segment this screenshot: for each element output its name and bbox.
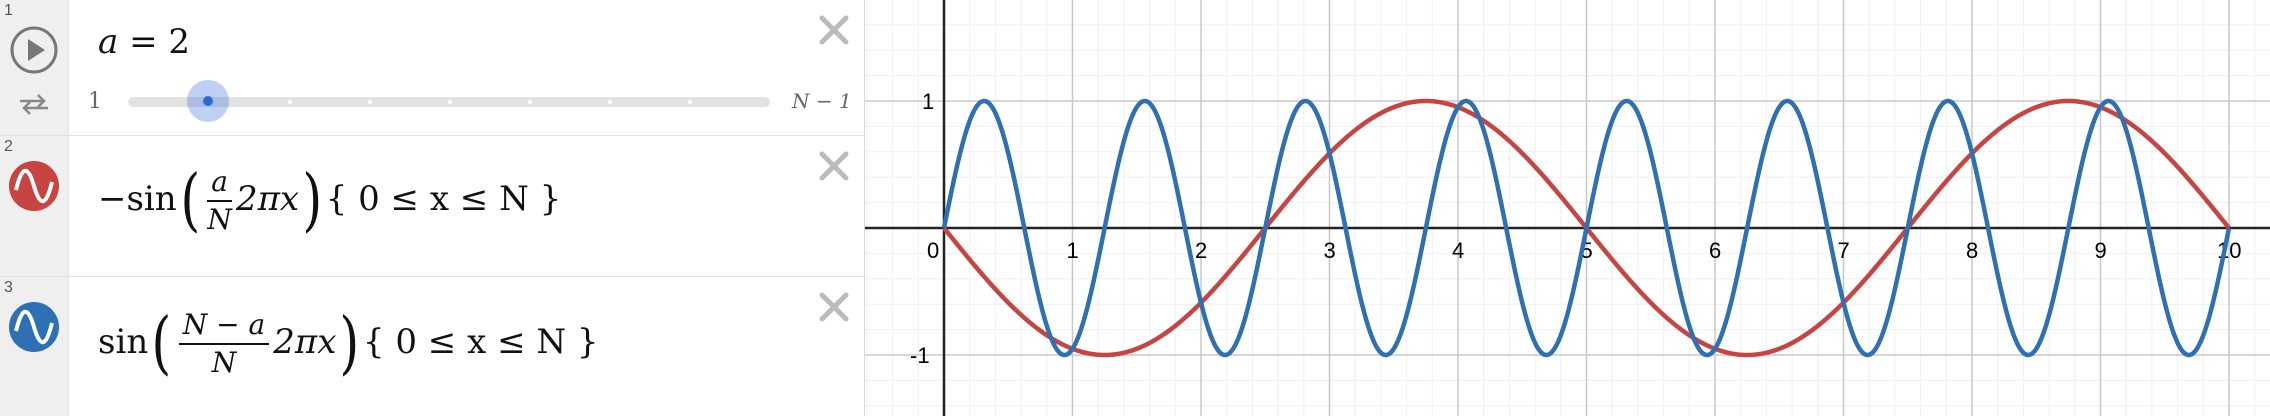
domain-restriction: { 0 ≤ x ≤ N } xyxy=(325,179,562,219)
row-number: 2 xyxy=(4,138,13,155)
x-tick-label: 8 xyxy=(1966,238,1978,263)
row-number: 1 xyxy=(4,2,13,19)
x-tick-label: 1 xyxy=(1067,238,1079,263)
row-gutter: 3 xyxy=(0,277,69,416)
slider-step-dot xyxy=(688,100,692,104)
slider-min-label: 1 xyxy=(88,89,102,114)
series-line-blue xyxy=(941,98,2232,358)
delete-expression-icon[interactable] xyxy=(816,289,852,325)
expression-row-slider[interactable]: 1 a = 2 1 N − 1 xyxy=(0,0,864,136)
delete-expression-icon[interactable] xyxy=(816,148,852,184)
variable-name: a xyxy=(98,22,119,62)
slider-step-dot xyxy=(448,100,452,104)
y-tick-label: -1 xyxy=(910,343,930,368)
slider-step-dot xyxy=(288,100,292,104)
x-tick-label: 2 xyxy=(1195,238,1207,263)
loop-icon[interactable] xyxy=(17,92,51,116)
fraction-denominator: N xyxy=(211,346,237,379)
sine-wave-icon[interactable] xyxy=(8,301,60,353)
expression-row-red[interactable]: 2 −sin(a N 2πx){ 0 ≤ x ≤ N } xyxy=(0,136,864,277)
red-function-expression[interactable]: −sin(a N 2πx){ 0 ≤ x ≤ N } xyxy=(98,161,562,240)
y-tick-label: 1 xyxy=(922,89,934,114)
slider-max-label: N − 1 xyxy=(792,89,852,113)
x-tick-label: 9 xyxy=(2095,238,2107,263)
domain-restriction: { 0 ≤ x ≤ N } xyxy=(362,322,599,362)
x-tick-label: 6 xyxy=(1709,238,1721,263)
row-number: 3 xyxy=(4,279,13,296)
fraction-denominator: N xyxy=(207,203,232,236)
slider-step-dot xyxy=(608,100,612,104)
fraction-numerator: N − a xyxy=(178,307,270,345)
equals-sign: = xyxy=(118,22,169,62)
play-icon[interactable] xyxy=(9,25,59,75)
slider-step-dot xyxy=(528,100,532,104)
delete-expression-icon[interactable] xyxy=(816,12,852,48)
x-tick-label: 3 xyxy=(1324,238,1336,263)
expression-prefix: sin xyxy=(98,322,149,362)
expression-factor: 2πx xyxy=(273,322,337,362)
expression-factor: 2πx xyxy=(235,179,300,219)
expression-list: 1 a = 2 1 N − 1 xyxy=(0,0,865,416)
graph-canvas[interactable]: 0 1 2 3 4 5 6 7 8 9 101-1 xyxy=(865,0,2270,416)
slider-track[interactable] xyxy=(128,97,770,107)
expression-prefix: −sin xyxy=(98,179,177,219)
sine-wave-icon[interactable] xyxy=(8,160,60,212)
x-tick-label: 4 xyxy=(1452,238,1464,263)
row-gutter: 1 xyxy=(0,0,69,135)
fraction-numerator: a xyxy=(207,164,232,202)
slider-handle[interactable] xyxy=(187,80,230,122)
row-gutter: 2 xyxy=(0,136,69,276)
expression-row-blue[interactable]: 3 sin(N − a N 2πx){ 0 ≤ x ≤ N } xyxy=(0,277,864,416)
x-tick-label: 7 xyxy=(1838,238,1850,263)
slider-step-dot xyxy=(368,100,372,104)
blue-function-expression[interactable]: sin(N − a N 2πx){ 0 ≤ x ≤ N } xyxy=(98,304,599,383)
slider-expression[interactable]: a = 2 xyxy=(98,22,190,62)
x-tick-label: 0 xyxy=(927,238,939,263)
variable-value: 2 xyxy=(168,22,191,62)
